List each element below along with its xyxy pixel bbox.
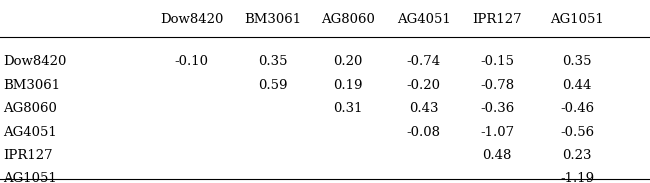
Text: AG4051: AG4051 <box>3 126 57 139</box>
Text: -0.74: -0.74 <box>407 55 441 68</box>
Text: AG1051: AG1051 <box>551 13 604 26</box>
Text: 0.19: 0.19 <box>333 79 363 92</box>
Text: 0.23: 0.23 <box>562 149 592 163</box>
Text: -1.07: -1.07 <box>480 126 514 139</box>
Text: -0.08: -0.08 <box>407 126 441 139</box>
Text: 0.31: 0.31 <box>333 102 363 115</box>
Text: -0.10: -0.10 <box>175 55 209 68</box>
Text: IPR127: IPR127 <box>3 149 53 163</box>
Text: Dow8420: Dow8420 <box>160 13 224 26</box>
Text: Dow8420: Dow8420 <box>3 55 66 68</box>
Text: AG4051: AG4051 <box>397 13 450 26</box>
Text: -0.20: -0.20 <box>407 79 441 92</box>
Text: -0.15: -0.15 <box>480 55 514 68</box>
Text: AG1051: AG1051 <box>3 172 57 183</box>
Text: -1.19: -1.19 <box>560 172 594 183</box>
Text: -0.78: -0.78 <box>480 79 514 92</box>
Text: 0.48: 0.48 <box>482 149 512 163</box>
Text: AG8060: AG8060 <box>321 13 374 26</box>
Text: 0.20: 0.20 <box>333 55 363 68</box>
Text: -0.46: -0.46 <box>560 102 594 115</box>
Text: BM3061: BM3061 <box>3 79 60 92</box>
Text: 0.43: 0.43 <box>409 102 439 115</box>
Text: -0.36: -0.36 <box>480 102 514 115</box>
Text: IPR127: IPR127 <box>473 13 522 26</box>
Text: 0.44: 0.44 <box>562 79 592 92</box>
Text: -0.56: -0.56 <box>560 126 594 139</box>
Text: 0.59: 0.59 <box>258 79 288 92</box>
Text: 0.35: 0.35 <box>258 55 288 68</box>
Text: 0.35: 0.35 <box>562 55 592 68</box>
Text: AG8060: AG8060 <box>3 102 57 115</box>
Text: BM3061: BM3061 <box>244 13 302 26</box>
